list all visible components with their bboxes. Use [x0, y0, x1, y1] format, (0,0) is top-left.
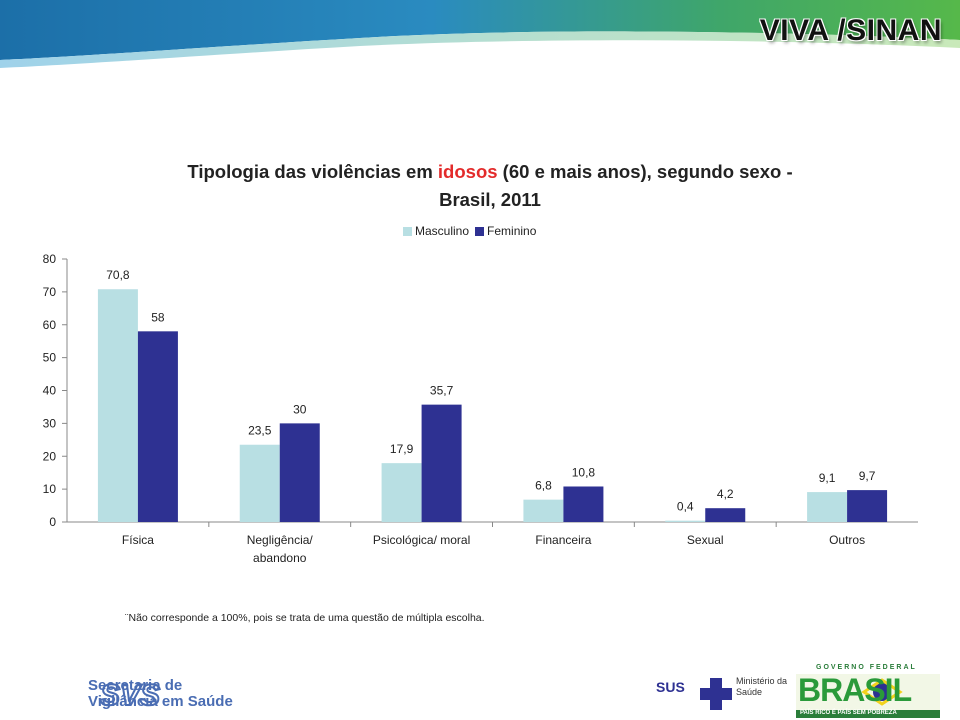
data-label: 58	[151, 310, 165, 324]
bar-feminino	[847, 490, 888, 522]
brand-title: VIVA /SINAN	[759, 14, 942, 47]
legend-item-masculino: Masculino	[403, 224, 469, 238]
sus-label: SUS	[656, 679, 685, 695]
governo-federal-label: GOVERNO FEDERAL	[816, 664, 917, 671]
x-tick-label: abandono	[253, 551, 307, 565]
title-part-4: Brasil, 2011	[439, 189, 541, 210]
svs-line-2: Vigilância em Saúde	[88, 693, 233, 710]
svs-line-1: Secretaria de	[88, 677, 183, 694]
y-tick-label: 20	[43, 449, 57, 463]
bar-chart: 0 10 20 30 40 50 60 70 80 70,8 58 Física 23,5 30 Negli…	[43, 252, 918, 565]
x-tick-label: Financeira	[535, 533, 591, 547]
y-tick-label: 40	[43, 384, 57, 398]
ministerio-line-2: Saúde	[736, 687, 763, 697]
slogan-label: PAÍS RICO É PAÍS SEM POBREZA	[800, 710, 897, 716]
legend-swatch-feminino	[475, 226, 485, 236]
data-label: 9,1	[819, 471, 836, 485]
header-banner: VIVA /SINAN	[0, 0, 960, 70]
legend-swatch-masculino	[403, 226, 412, 236]
y-tick-label: 70	[43, 285, 57, 299]
data-label: 4,2	[717, 487, 734, 501]
bar-feminino	[421, 404, 462, 522]
government-logos	[658, 664, 940, 718]
title-highlight: idosos	[437, 161, 498, 182]
data-label: 9,7	[859, 469, 876, 483]
data-label: 70,8	[106, 268, 130, 282]
title-part-3: (60 e mais anos), segundo sexo -	[497, 161, 793, 182]
bar-masculino	[239, 444, 280, 522]
data-label: 6,8	[535, 479, 552, 493]
brazil-globe-icon	[873, 683, 891, 701]
data-label: 35,7	[430, 384, 454, 398]
bar-masculino	[523, 499, 564, 522]
bar-feminino	[137, 331, 178, 522]
ministerio-line-1: Ministério da	[736, 676, 788, 686]
y-tick-label: 0	[49, 515, 56, 529]
sus-cross-icon	[700, 678, 732, 710]
y-tick-label: 30	[43, 416, 57, 430]
data-label: 0,4	[677, 500, 694, 514]
bar-feminino	[279, 423, 320, 522]
legend-label-masculino: Masculino	[415, 224, 470, 238]
x-tick-label: Sexual	[687, 533, 724, 547]
data-label: 17,9	[390, 442, 414, 456]
svs-name: Secretaria de Vigilância em Saúde	[88, 678, 233, 710]
brasil-wordmark: BRASIL	[798, 672, 912, 708]
data-label: 10,8	[572, 465, 596, 479]
title-part-1: Tipologia das violências em	[187, 161, 438, 182]
data-label: 30	[293, 402, 307, 416]
bar-feminino	[563, 486, 604, 522]
y-tick-label: 80	[43, 252, 57, 266]
y-tick-label: 50	[43, 351, 57, 365]
svs-logo-icon: SVS	[99, 678, 161, 713]
header-wave-graphic	[0, 0, 960, 69]
x-tick-label: Negligência/	[247, 533, 314, 547]
svg-text:SVS: SVS	[100, 679, 160, 712]
bar-masculino	[665, 520, 706, 522]
chart-title: Tipologia das violências em idosos (60 e…	[95, 158, 885, 214]
legend-item-feminino: Feminino	[475, 224, 536, 238]
bar-feminino	[705, 508, 746, 522]
bar-masculino	[807, 492, 848, 522]
bar-masculino	[97, 289, 138, 522]
y-tick-label: 10	[43, 482, 57, 496]
x-tick-label: Psicológica/ moral	[373, 533, 470, 547]
chart-legend: Masculino Feminino	[403, 224, 542, 238]
x-tick-label: Outros	[829, 533, 865, 547]
ministerio-label: Ministério da Saúde	[736, 676, 787, 698]
bar-masculino	[381, 463, 422, 522]
y-tick-label: 60	[43, 318, 57, 332]
legend-label-feminino: Feminino	[487, 224, 537, 238]
x-tick-label: Física	[122, 533, 154, 547]
data-label: 23,5	[248, 424, 272, 438]
footnote: ¨Não corresponde a 100%, pois se trata d…	[125, 612, 485, 624]
